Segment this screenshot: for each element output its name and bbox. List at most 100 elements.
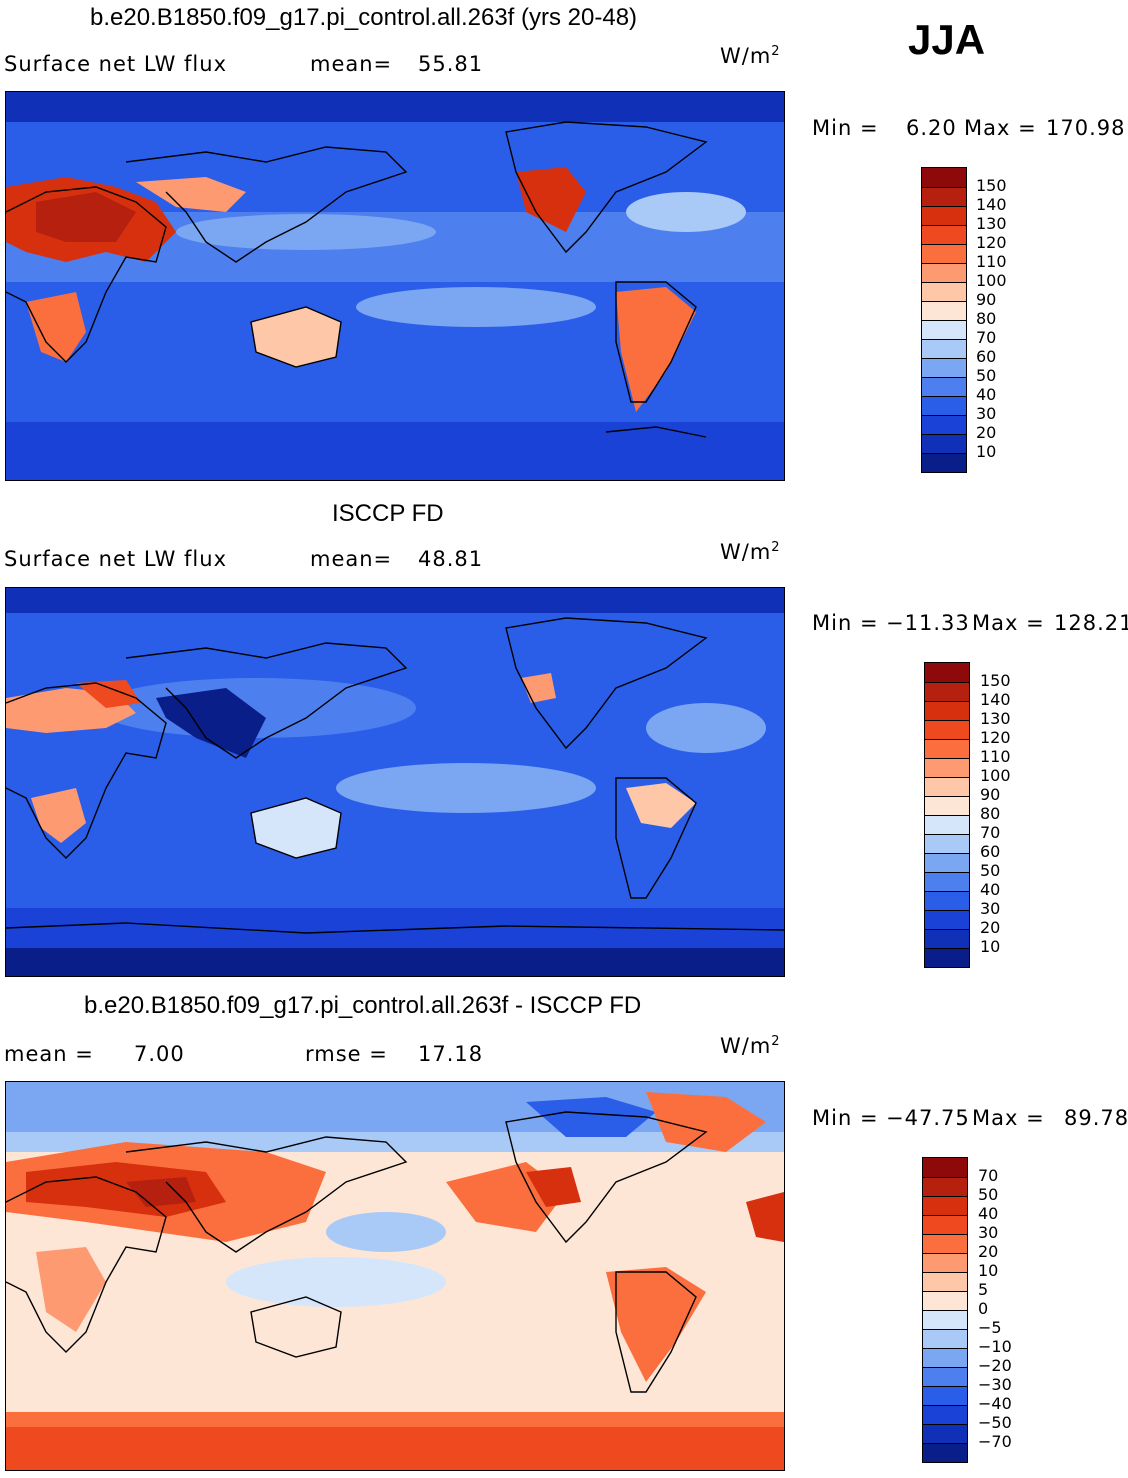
colorbar-cell [922,206,966,225]
panel-1-max-value: 170.98 [1046,116,1126,140]
colorbar-tick-label: 150 [976,176,1007,195]
colorbar-tick-label: −40 [978,1394,1012,1413]
colorbar-tick-label: 130 [980,709,1011,728]
panel-3-mean-value: 7.00 [134,1042,185,1066]
colorbar-tick-label: 100 [980,766,1011,785]
colorbar-tick-label: 50 [980,861,1001,880]
colorbar-tick-label: 140 [976,195,1007,214]
colorbar-cell [923,1234,967,1253]
colorbar-tick-label: 110 [980,747,1011,766]
colorbar-tick-label: 150 [980,671,1011,690]
colorbar-cell [922,453,966,472]
colorbar-tick-label: 40 [980,880,1001,899]
colorbar-tick-label: 20 [978,1242,999,1261]
colorbar-cell [923,1253,967,1272]
colorbar-cell [923,1405,967,1424]
colorbar-cell [922,415,966,434]
colorbar-tick-label: 30 [976,404,997,423]
panel-2-variable-label: Surface net LW flux [4,547,227,571]
colorbar-tick-label: 50 [978,1185,999,1204]
panel-2-colorbar-labels: 150 140 130 120 110 100 90 80 70 60 50 40 30 20 10 [980,662,1040,966]
panel-2-mean-value: 48.81 [418,547,484,571]
colorbar-cell [925,872,969,891]
panel-1-variable-label: Surface net LW flux [4,52,227,76]
colorbar-cell [922,282,966,301]
colorbar-tick-label: 130 [976,214,1007,233]
colorbar-cell [922,396,966,415]
colorbar-cell [925,891,969,910]
colorbar-cell [925,682,969,701]
colorbar-tick-label: 20 [976,423,997,442]
colorbar-tick-label: −20 [978,1356,1012,1375]
panel-1-min-label: Min = [812,116,879,140]
colorbar-tick-label: 30 [980,899,1001,918]
colorbar-cell [922,358,966,377]
colorbar-tick-label: 70 [978,1166,999,1185]
colorbar-tick-label: 60 [980,842,1001,861]
colorbar-tick-label: 20 [980,918,1001,937]
colorbar-cell [923,1367,967,1386]
colorbar-tick-label: 50 [976,366,997,385]
colorbar-tick-label: 60 [976,347,997,366]
colorbar-tick-label: 110 [976,252,1007,271]
panel-3-max-label: Max = [972,1106,1045,1130]
colorbar-cell [923,1443,967,1462]
panel-2-map [5,587,785,977]
panel-2-title: ISCCP FD [332,500,444,527]
colorbar-cell [925,663,969,682]
colorbar-tick-label: −70 [978,1432,1012,1451]
panel-3-rmse-value: 17.18 [418,1042,484,1066]
panel-3-units: W/m2 [720,1034,781,1058]
panel-3-colorbar [922,1157,968,1463]
colorbar-cell [925,720,969,739]
colorbar-cell [925,929,969,948]
colorbar-cell [922,168,966,187]
season-label: JJA [908,16,986,63]
colorbar-cell [923,1215,967,1234]
panel-1-colorbar [921,167,967,473]
colorbar-cell [922,244,966,263]
panel-3-max-value: 89.78 [1064,1106,1128,1130]
colorbar-tick-label: 70 [980,823,1001,842]
colorbar-cell [925,739,969,758]
panel-2-max-label: Max = [972,611,1045,635]
panel-3-map [5,1081,785,1471]
panel-1-map [5,91,785,481]
panel-2-units: W/m2 [720,540,781,564]
colorbar-tick-label: 120 [976,233,1007,252]
panel-2-min-label: Min = [812,611,879,635]
colorbar-tick-label: 90 [980,785,1001,804]
colorbar-cell [922,434,966,453]
colorbar-tick-label: 80 [980,804,1001,823]
colorbar-cell [923,1196,967,1215]
colorbar-tick-label: 100 [976,271,1007,290]
colorbar-tick-label: −5 [978,1318,1002,1337]
panel-1-colorbar-labels: 150 140 130 120 110 100 90 80 70 60 50 40 30 20 10 [976,167,1036,471]
colorbar-cell [925,701,969,720]
colorbar-cell [923,1310,967,1329]
panel-2-mean-label: mean= [310,547,393,571]
colorbar-cell [925,853,969,872]
colorbar-tick-label: 10 [980,937,1001,956]
colorbar-tick-label: −50 [978,1413,1012,1432]
panel-1-title: b.e20.B1850.f09_g17.pi_control.all.263f … [90,4,638,31]
colorbar-tick-label: 120 [980,728,1011,747]
colorbar-tick-label: 10 [978,1261,999,1280]
colorbar-tick-label: 5 [978,1280,989,1299]
panel-1-units: W/m2 [720,44,781,68]
panel-1-mean-value: 55.81 [418,52,484,76]
panel-1-mean-label: mean= [310,52,393,76]
colorbar-tick-label: 70 [976,328,997,347]
colorbar-tick-label: −30 [978,1375,1012,1394]
colorbar-cell [923,1424,967,1443]
colorbar-cell [922,225,966,244]
colorbar-cell [922,377,966,396]
colorbar-cell [922,187,966,206]
colorbar-tick-label: −10 [978,1337,1012,1356]
colorbar-cell [923,1386,967,1405]
panel-2-max-value: 128.21 [1054,611,1128,635]
colorbar-tick-label: 80 [976,309,997,328]
panel-3-min-label: Min = [812,1106,879,1130]
colorbar-cell [923,1272,967,1291]
colorbar-tick-label: 40 [976,385,997,404]
